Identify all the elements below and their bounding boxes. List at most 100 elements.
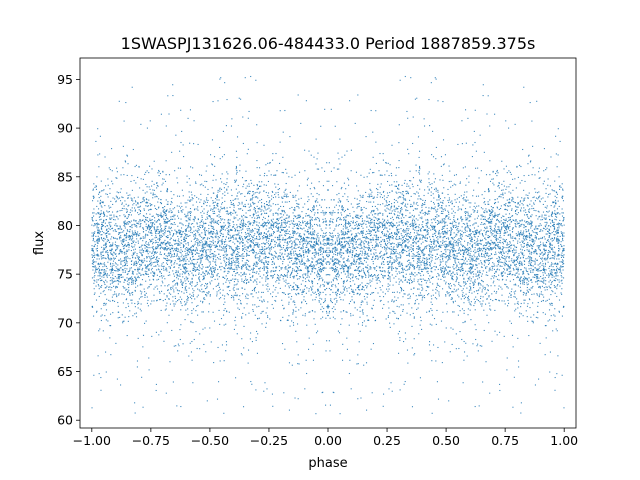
data-point (95, 219, 97, 222)
data-point (474, 302, 476, 304)
data-point (318, 244, 320, 246)
data-point (383, 393, 385, 395)
data-point (247, 269, 249, 271)
data-point (262, 262, 264, 264)
data-point (391, 234, 393, 237)
data-point (339, 243, 341, 245)
data-point (183, 266, 185, 268)
data-point (264, 252, 266, 255)
data-point (398, 330, 401, 332)
data-point (474, 222, 476, 224)
data-point (549, 304, 551, 306)
data-point (131, 238, 133, 240)
data-point (426, 229, 428, 231)
data-point (201, 253, 203, 255)
data-point (447, 272, 449, 274)
data-point (108, 289, 110, 291)
data-point (166, 221, 168, 223)
data-point (333, 268, 335, 270)
data-point (495, 276, 497, 278)
data-point (213, 270, 215, 272)
data-point (200, 242, 202, 244)
data-point (316, 217, 318, 219)
data-point (475, 290, 478, 292)
data-point (349, 274, 351, 276)
data-point (389, 209, 391, 211)
data-point (389, 280, 391, 282)
data-point (195, 269, 197, 271)
data-point (391, 268, 393, 270)
data-point (127, 236, 129, 238)
data-point (428, 207, 430, 209)
data-point (453, 174, 456, 176)
data-point (456, 276, 458, 278)
data-point (537, 264, 539, 266)
data-point (249, 229, 251, 231)
data-point (419, 316, 422, 318)
data-point (538, 246, 540, 248)
data-point (523, 273, 525, 275)
data-point (543, 245, 545, 247)
data-point (327, 189, 330, 191)
data-point (106, 228, 108, 230)
data-point (154, 207, 156, 210)
data-point (458, 230, 460, 233)
data-point (406, 260, 409, 262)
data-point (518, 366, 520, 368)
data-point (327, 304, 329, 306)
data-point (256, 281, 258, 283)
data-point (496, 269, 498, 271)
data-point (556, 229, 558, 231)
data-point (556, 255, 558, 257)
data-point (436, 298, 438, 300)
data-point (205, 234, 207, 236)
data-point (431, 225, 433, 227)
data-point (103, 254, 105, 257)
data-point (520, 210, 522, 212)
data-point (508, 256, 510, 258)
data-point (295, 275, 297, 277)
data-point (173, 289, 175, 291)
data-point (491, 241, 494, 244)
data-point (315, 200, 317, 202)
data-point (172, 287, 174, 289)
data-point (512, 267, 514, 269)
data-point (102, 257, 104, 259)
data-point (337, 270, 340, 272)
data-point (561, 195, 563, 197)
data-point (451, 223, 454, 225)
data-point (431, 412, 433, 414)
data-point (377, 257, 379, 259)
data-point (361, 254, 363, 256)
data-point (277, 257, 279, 259)
data-point (558, 299, 561, 301)
data-point (558, 225, 560, 227)
data-point (130, 260, 132, 263)
data-point (160, 224, 162, 227)
data-point (315, 243, 317, 245)
data-point (107, 251, 109, 254)
data-point (188, 211, 190, 213)
data-point (537, 198, 539, 200)
data-point (406, 220, 408, 223)
data-point (216, 257, 219, 259)
data-point (530, 243, 532, 245)
data-point (325, 350, 327, 352)
data-point (211, 274, 213, 276)
data-point (149, 241, 151, 243)
data-point (241, 177, 244, 179)
data-point (106, 215, 108, 217)
data-point (379, 212, 381, 214)
data-point (418, 267, 420, 269)
data-point (423, 294, 425, 297)
data-point (502, 250, 504, 252)
data-point (547, 239, 549, 241)
data-point (477, 284, 480, 286)
data-point (390, 236, 392, 238)
data-point (205, 199, 208, 201)
data-point (514, 222, 516, 225)
data-point (208, 237, 211, 240)
data-point (391, 257, 393, 259)
data-point (117, 283, 119, 285)
data-point (413, 266, 415, 269)
